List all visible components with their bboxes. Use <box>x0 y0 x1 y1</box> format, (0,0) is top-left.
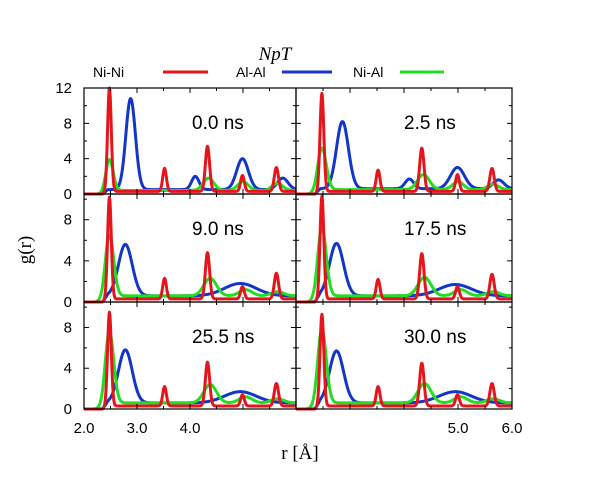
x-tick-label: 5.0 <box>448 420 469 437</box>
x-tick-label: 3.0 <box>127 420 148 437</box>
y-tick-label: 12 <box>55 80 72 97</box>
legend: Ni-Ni Al-Al Ni-Al <box>93 64 444 80</box>
series-line-ni-ni <box>294 194 514 304</box>
series-line-ni-al <box>82 330 298 411</box>
y-axis-title: g(r) <box>15 236 36 264</box>
chart-title: NpT <box>258 44 293 65</box>
series-line-ni-al <box>82 233 298 304</box>
legend-label-ni-al: Ni-Al <box>353 64 383 80</box>
panel-time-label: 2.5 ns <box>404 113 456 134</box>
legend-label-ni-ni: Ni-Ni <box>93 64 124 80</box>
x-axis-title: r [Å] <box>281 443 318 464</box>
y-tick-label: 0 <box>64 294 72 311</box>
y-tick-label: 4 <box>64 253 72 270</box>
y-tick-label: 0 <box>64 186 72 203</box>
panel-4: 17.5 ns <box>294 193 514 304</box>
panel-5: 0 4 8 25.5 ns <box>64 301 298 418</box>
series-line-ni-al <box>294 226 514 304</box>
y-tick-label: 4 <box>64 151 72 168</box>
x-axis-tick-labels: 2.0 3.0 4.0 5.0 6.0 <box>74 420 523 437</box>
series-line-ni-ni <box>82 195 298 304</box>
panel-6: 30.0 ns <box>294 301 514 411</box>
x-tick-label: 6.0 <box>502 420 523 437</box>
panel-time-label: 30.0 ns <box>404 327 466 348</box>
panel-time-label: 25.5 ns <box>192 327 254 348</box>
y-tick-label: 0 <box>64 401 72 418</box>
panel-frame <box>83 301 297 410</box>
y-tick-label: 4 <box>64 360 72 377</box>
panel-time-label: 9.0 ns <box>192 219 244 240</box>
series-line-ni-ni <box>82 310 298 411</box>
panel-time-label: 0.0 ns <box>192 113 244 134</box>
panel-frame <box>295 193 513 303</box>
x-tick-label: 4.0 <box>180 420 201 437</box>
x-tick-label: 2.0 <box>74 420 95 437</box>
y-tick-label: 8 <box>64 212 72 229</box>
panel-3: 0 4 8 9.0 ns <box>64 193 298 311</box>
panel-1: 0 4 8 12 0.0 ns <box>55 80 298 203</box>
series-line-ni-al <box>294 328 514 411</box>
y-tick-label: 8 <box>64 319 72 336</box>
panel-frame <box>83 193 297 303</box>
panel-time-label: 17.5 ns <box>404 219 466 240</box>
panel-2: 2.5 ns <box>294 87 514 196</box>
panel-frame <box>295 301 513 410</box>
y-tick-label: 8 <box>64 115 72 132</box>
panels: 0 4 8 12 0.0 ns 2.5 ns 0 4 8 9.0 ns 17.5 ns 0 4 8 25.5… <box>55 80 514 418</box>
legend-label-al-al: Al-Al <box>236 64 266 80</box>
